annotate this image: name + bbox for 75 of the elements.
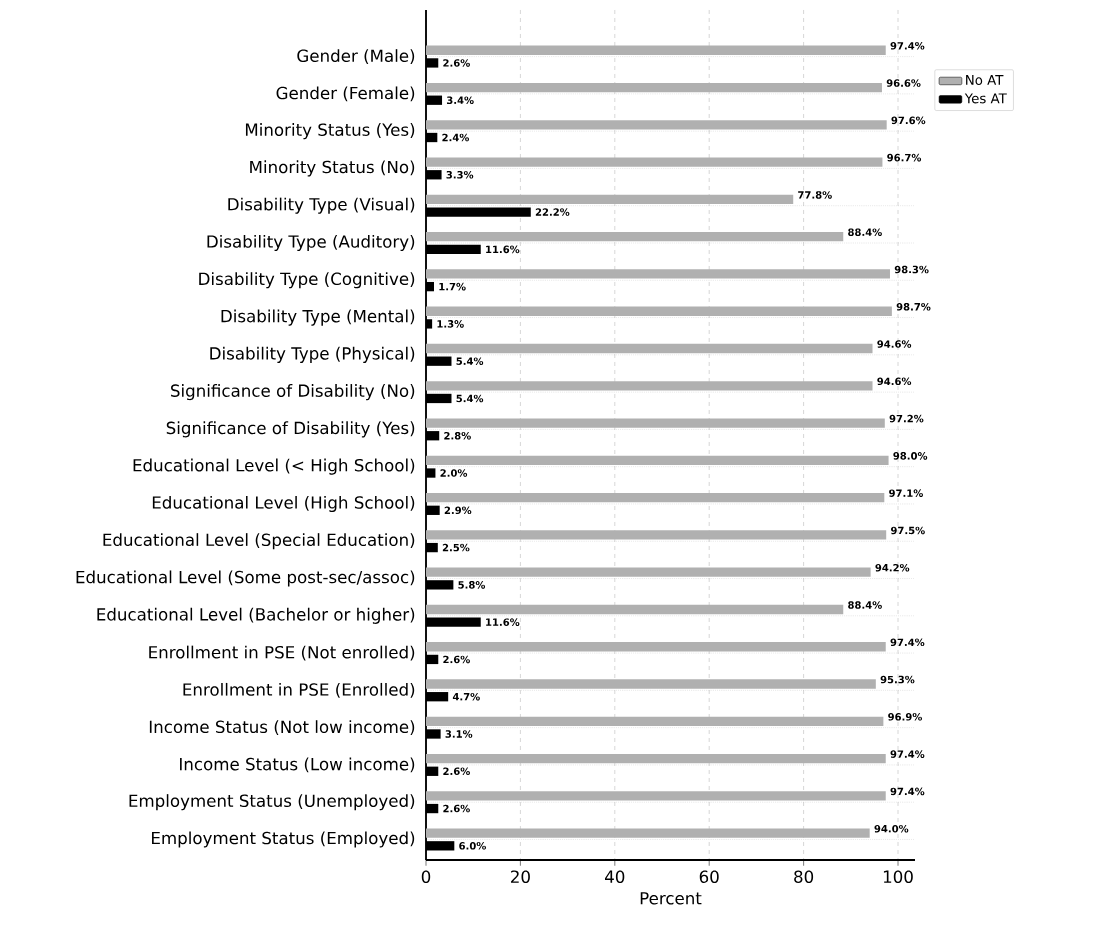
- x-tick-label: 60: [699, 870, 719, 883]
- y-tick-label: Employment Status (Employed): [152, 831, 415, 848]
- data-label: 2.0%: [440, 469, 468, 477]
- data-label: 98.3%: [894, 265, 929, 274]
- y-tick-label: Employment Status (Unemployed): [129, 794, 415, 811]
- data-label: 98.0%: [893, 452, 928, 460]
- y-tick-label: Educational Level (Some post-sec/assoc): [76, 570, 415, 587]
- data-label: 1.7%: [439, 282, 466, 291]
- x-tick-label: 100: [883, 870, 913, 883]
- data-label: 97.5%: [890, 526, 925, 535]
- data-label: 96.9%: [888, 713, 923, 721]
- data-label: 3.3%: [446, 170, 474, 179]
- data-label: 2.6%: [443, 59, 470, 67]
- x-axis-title: Percent: [640, 892, 702, 905]
- data-label: 95.3%: [880, 675, 915, 684]
- data-label: 88.4%: [848, 228, 882, 236]
- y-tick-label: Gender (Male): [297, 49, 415, 65]
- data-label: 2.4%: [442, 133, 470, 142]
- y-tick-label: Income Status (Not low income): [149, 720, 415, 736]
- y-tick-label: Disability Type (Cognitive): [199, 272, 415, 289]
- legend-label: Yes AT: [964, 93, 1007, 104]
- data-label: 3.1%: [445, 730, 473, 738]
- y-tick-label: Disability Type (Mental): [221, 309, 415, 326]
- data-label: 98.7%: [896, 302, 931, 311]
- data-label: 88.4%: [848, 601, 882, 609]
- data-label: 4.7%: [452, 692, 480, 701]
- data-label: 94.0%: [874, 824, 909, 833]
- data-label: 2.6%: [443, 804, 470, 813]
- y-tick-label: Disability Type (Visual): [228, 197, 415, 214]
- data-label: 5.8%: [458, 581, 486, 589]
- y-tick-label: Significance of Disability (Yes): [166, 421, 415, 438]
- data-label: 5.4%: [456, 357, 484, 365]
- data-label: 2.6%: [443, 655, 470, 664]
- data-label: 97.6%: [891, 116, 926, 125]
- data-label: 96.7%: [887, 153, 922, 162]
- data-label: 11.6%: [486, 618, 520, 626]
- y-tick-label: Minority Status (No): [250, 160, 415, 177]
- data-label: 1.3%: [437, 320, 464, 328]
- data-label: 97.2%: [889, 414, 924, 423]
- y-tick-label: Enrollment in PSE (Enrolled): [183, 682, 415, 698]
- data-label: 2.5%: [442, 543, 470, 552]
- y-tick-label: Income Status (Low income): [180, 757, 415, 773]
- y-tick-label: Educational Level (< High School): [133, 458, 415, 475]
- y-tick-label: Gender (Female): [276, 86, 415, 102]
- data-label: 94.2%: [875, 563, 910, 572]
- y-tick-label: Disability Type (Auditory): [207, 234, 415, 252]
- y-tick-label: Significance of Disability (No): [171, 384, 415, 401]
- data-label: 97.4%: [890, 787, 925, 796]
- data-label: 3.4%: [446, 96, 474, 104]
- data-label: 2.8%: [444, 431, 471, 440]
- legend-label: No AT: [966, 75, 1004, 86]
- data-label: 94.6%: [877, 340, 912, 348]
- data-label: 6.0%: [459, 842, 487, 850]
- data-label: 97.4%: [890, 750, 925, 758]
- y-tick-label: Educational Level (Special Education): [103, 533, 415, 550]
- data-label: 97.4%: [890, 42, 925, 50]
- x-tick-label: 0: [421, 870, 431, 883]
- x-tick-label: 40: [605, 870, 625, 883]
- data-label: 94.6%: [877, 377, 912, 386]
- data-label: 22.2%: [535, 208, 570, 216]
- x-tick-label: 20: [511, 870, 530, 883]
- data-label: 97.1%: [889, 489, 923, 497]
- y-tick-label: Educational Level (Bachelor or higher): [97, 607, 415, 624]
- data-label: 77.8%: [798, 191, 832, 199]
- data-label: 96.6%: [886, 79, 921, 87]
- data-label: 5.4%: [456, 394, 484, 403]
- y-tick-label: Disability Type (Physical): [210, 346, 415, 363]
- y-tick-label: Educational Level (High School): [152, 495, 415, 513]
- x-tick-label: 80: [794, 870, 814, 883]
- data-label: 97.4%: [890, 638, 925, 647]
- y-tick-label: Enrollment in PSE (Not enrolled): [149, 645, 415, 661]
- data-label: 11.6%: [486, 245, 520, 254]
- data-label: 2.9%: [444, 506, 472, 515]
- y-tick-label: Minority Status (Yes): [245, 123, 415, 140]
- data-label: 2.6%: [443, 767, 470, 776]
